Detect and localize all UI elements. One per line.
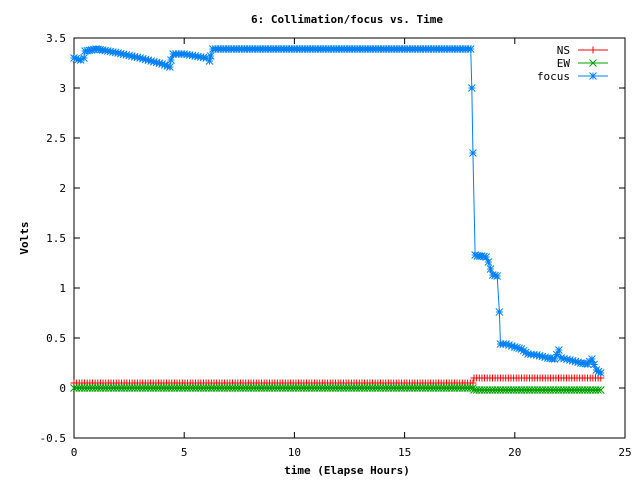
x-tick-label: 0 bbox=[71, 446, 78, 459]
data-point-focus bbox=[125, 51, 133, 60]
data-point-focus bbox=[74, 55, 83, 64]
data-point-focus bbox=[119, 50, 128, 59]
data-point-focus bbox=[80, 54, 88, 62]
x-tick-label: 20 bbox=[508, 446, 521, 459]
data-point-focus bbox=[486, 265, 495, 273]
data-point-focus bbox=[493, 272, 502, 280]
data-point-EW bbox=[469, 384, 477, 392]
data-point-focus bbox=[510, 343, 519, 351]
data-point-focus bbox=[471, 251, 479, 259]
data-point-focus bbox=[152, 58, 161, 67]
data-point-focus bbox=[550, 355, 559, 363]
data-point-focus bbox=[566, 356, 574, 364]
legend-marker-NS bbox=[589, 46, 597, 54]
axis-ticks: 0 5 10 15 20 25 -0.5 0 0.5 1 1.5 2 2.5 3 3.5 bbox=[40, 32, 632, 459]
data-point-focus bbox=[150, 57, 158, 66]
data-point-focus bbox=[568, 356, 577, 365]
data-point-focus bbox=[466, 45, 475, 53]
legend-marker-EW bbox=[589, 59, 597, 67]
data-point-focus bbox=[571, 357, 580, 366]
data-point-focus bbox=[590, 360, 598, 369]
data-point-focus bbox=[147, 57, 155, 65]
data-point-focus bbox=[141, 55, 150, 64]
data-point-focus bbox=[133, 53, 142, 62]
y-tick-label: 0.5 bbox=[46, 332, 66, 345]
data-point-focus bbox=[515, 344, 524, 353]
data-point-focus bbox=[206, 52, 215, 60]
y-tick-label: 0 bbox=[59, 382, 66, 395]
data-point-focus bbox=[167, 56, 175, 64]
y-tick-label: 3.5 bbox=[46, 32, 66, 45]
data-point-focus bbox=[114, 49, 122, 57]
data-point-focus bbox=[538, 352, 547, 361]
y-tick-label: 1 bbox=[59, 282, 66, 295]
series-EW bbox=[70, 384, 605, 394]
x-tick-label: 15 bbox=[398, 446, 411, 459]
data-point-focus bbox=[70, 54, 78, 62]
data-point-focus bbox=[552, 350, 561, 359]
data-point-focus bbox=[139, 54, 147, 63]
data-point-focus bbox=[163, 62, 172, 70]
data-point-focus bbox=[76, 56, 85, 64]
data-point-focus bbox=[122, 51, 131, 59]
data-point-focus bbox=[116, 49, 125, 58]
data-point-focus bbox=[136, 54, 144, 62]
data-point-EW bbox=[596, 386, 605, 394]
data-point-focus bbox=[513, 343, 521, 352]
data-point-focus bbox=[130, 52, 139, 61]
data-point-focus bbox=[532, 351, 541, 359]
data-point-focus bbox=[557, 354, 565, 362]
y-tick-label: -0.5 bbox=[40, 432, 67, 445]
data-point-EW bbox=[466, 384, 475, 392]
data-point-focus bbox=[144, 56, 153, 65]
data-point-focus bbox=[574, 358, 583, 367]
data-point-focus bbox=[72, 54, 81, 63]
y-axis-label: Volts bbox=[18, 221, 31, 254]
series-focus bbox=[70, 45, 605, 377]
data-point-focus bbox=[596, 369, 605, 377]
data-point-focus bbox=[469, 149, 477, 157]
data-point-focus bbox=[508, 342, 516, 350]
y-tick-label: 2.5 bbox=[46, 132, 66, 145]
series-group bbox=[70, 45, 605, 394]
y-tick-label: 3 bbox=[59, 82, 66, 95]
data-point-focus bbox=[155, 59, 164, 68]
data-point-focus bbox=[484, 258, 493, 266]
chart-title: 6: Collimation/focus vs. Time bbox=[251, 13, 443, 26]
data-point-focus bbox=[467, 84, 476, 92]
data-point-focus bbox=[495, 308, 504, 316]
legend-marker-focus bbox=[589, 72, 597, 80]
x-tick-label: 25 bbox=[618, 446, 631, 459]
data-point-focus bbox=[588, 355, 596, 363]
data-point-focus bbox=[482, 253, 491, 261]
series-NS bbox=[70, 374, 605, 387]
data-point-focus bbox=[563, 355, 571, 364]
legend-label-focus: focus bbox=[537, 70, 570, 83]
data-point-focus bbox=[158, 60, 167, 68]
data-point-focus bbox=[166, 63, 174, 71]
legend-label-NS: NS bbox=[557, 44, 570, 57]
data-point-EW bbox=[594, 386, 602, 394]
data-point-focus bbox=[505, 341, 513, 349]
legend-label-EW: EW bbox=[557, 57, 571, 70]
data-point-focus bbox=[128, 52, 136, 60]
data-point-focus bbox=[502, 340, 510, 348]
data-point-focus bbox=[541, 353, 549, 362]
x-axis-label: time (Elapse Hours) bbox=[284, 464, 410, 477]
data-point-focus bbox=[535, 351, 544, 360]
data-point-focus bbox=[560, 354, 568, 363]
y-tick-label: 2 bbox=[59, 182, 66, 195]
series-line-focus bbox=[73, 48, 602, 374]
data-point-focus bbox=[205, 57, 214, 65]
data-point-focus bbox=[555, 346, 563, 354]
data-point-focus bbox=[160, 61, 169, 69]
x-tick-label: 10 bbox=[288, 446, 301, 459]
x-tick-label: 5 bbox=[181, 446, 188, 459]
y-tick-label: 1.5 bbox=[46, 232, 66, 245]
